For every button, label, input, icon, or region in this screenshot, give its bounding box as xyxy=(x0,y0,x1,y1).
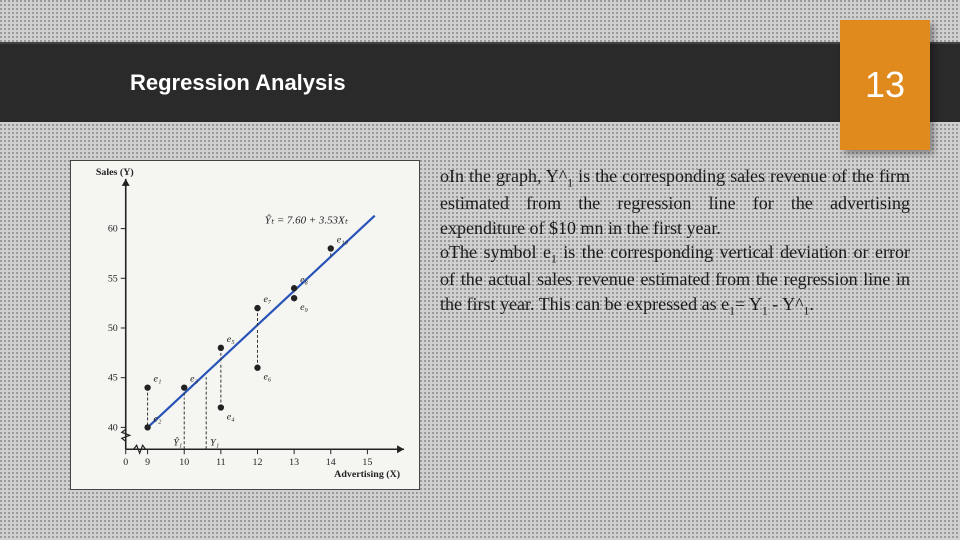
svg-text:e₉: e₉ xyxy=(300,302,308,313)
svg-text:60: 60 xyxy=(108,224,118,235)
svg-text:40: 40 xyxy=(108,422,118,433)
svg-text:50: 50 xyxy=(108,323,118,334)
bullet-1: oIn the graph, Y^1 is the corresponding … xyxy=(440,164,910,240)
svg-text:e₃: e₃ xyxy=(190,374,198,385)
svg-text:Sales (Y): Sales (Y) xyxy=(96,167,134,178)
svg-text:12: 12 xyxy=(253,457,263,468)
svg-text:9: 9 xyxy=(145,457,150,468)
bullet-marker: o xyxy=(440,166,449,186)
regression-chart: 0 9 10 11 12 13 14 15 40 45 50 55 60 Sales (Y) Adverti… xyxy=(70,160,420,490)
svg-text:e₁₀: e₁₀ xyxy=(337,235,349,246)
body-text: oIn the graph, Y^1 is the corresponding … xyxy=(440,160,920,510)
content-area: 0 9 10 11 12 13 14 15 40 45 50 55 60 Sales (Y) Adverti… xyxy=(70,160,920,510)
page-title: Regression Analysis xyxy=(130,70,346,96)
svg-text:e₇: e₇ xyxy=(263,294,271,305)
svg-text:13: 13 xyxy=(289,457,299,468)
header-bar: Regression Analysis xyxy=(0,42,960,122)
svg-text:e₄: e₄ xyxy=(227,411,235,422)
page-number: 13 xyxy=(865,64,905,106)
svg-text:10: 10 xyxy=(179,457,189,468)
bullet-marker: o xyxy=(440,242,449,262)
svg-text:14: 14 xyxy=(326,457,336,468)
chart-svg: 0 9 10 11 12 13 14 15 40 45 50 55 60 Sales (Y) Adverti… xyxy=(71,161,419,489)
svg-text:11: 11 xyxy=(216,457,226,468)
svg-text:55: 55 xyxy=(108,273,118,284)
svg-text:45: 45 xyxy=(108,373,118,384)
svg-text:Advertising (X): Advertising (X) xyxy=(334,469,400,480)
svg-text:e₁: e₁ xyxy=(154,374,162,385)
svg-text:e₂: e₂ xyxy=(154,413,162,424)
bullet-2: oThe symbol e1 is the corresponding vert… xyxy=(440,240,910,319)
svg-text:0: 0 xyxy=(123,457,128,468)
svg-text:15: 15 xyxy=(362,457,372,468)
svg-text:e₆: e₆ xyxy=(263,372,271,383)
svg-text:e₈: e₈ xyxy=(300,274,308,285)
svg-text:e₅: e₅ xyxy=(227,334,235,345)
page-number-badge: 13 xyxy=(840,20,930,150)
svg-text:Y₁: Y₁ xyxy=(210,437,219,448)
svg-text:Ŷₜ = 7.60 + 3.53Xₜ: Ŷₜ = 7.60 + 3.53Xₜ xyxy=(265,215,349,227)
svg-text:Ŷ₁: Ŷ₁ xyxy=(173,436,182,448)
